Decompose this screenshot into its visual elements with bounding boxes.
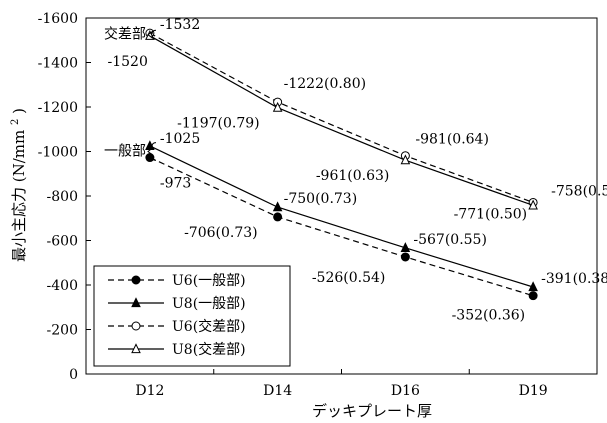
data-label: -973 xyxy=(160,176,191,192)
y-axis-title-close: ) xyxy=(10,108,28,114)
data-point xyxy=(272,201,283,212)
data-point xyxy=(400,252,410,262)
data-label: -750(0.73) xyxy=(284,191,358,207)
data-label: -981(0.64) xyxy=(415,132,489,148)
data-point xyxy=(272,101,283,112)
data-point xyxy=(528,291,538,301)
y-axis-title-main: 最小主応力 xyxy=(10,187,28,262)
data-point xyxy=(145,140,155,151)
legend-marker xyxy=(131,321,141,331)
x-axis-title: デッキプレート厚 xyxy=(312,402,432,420)
y-axis-title-unit: (N/mm xyxy=(10,130,28,182)
data-label: -1025 xyxy=(160,131,200,147)
x-tick-label: D19 xyxy=(519,383,548,399)
data-label: -758(0.50) xyxy=(551,183,607,199)
x-tick-label: D16 xyxy=(391,383,420,399)
series-line xyxy=(149,32,534,204)
y-axis-title-sup: 2 xyxy=(10,119,21,125)
y-tick-label: -200 xyxy=(47,323,78,339)
legend-label: U8(一般部) xyxy=(172,296,246,312)
data-label: -352(0.36) xyxy=(452,308,526,324)
series-1 xyxy=(145,153,538,301)
annotation-label: 交差部 xyxy=(104,26,146,43)
y-tick-label: -400 xyxy=(47,278,78,294)
y-tick-label: -600 xyxy=(47,234,78,250)
data-label: -1222(0.80) xyxy=(284,76,366,92)
y-axis-title: 最小主応力 (N/mm 2 ) xyxy=(4,108,28,262)
legend-marker xyxy=(131,275,141,285)
y-tick-label: -1200 xyxy=(38,100,78,116)
legend-marker xyxy=(131,343,141,354)
legend-item-2: U8(一般部) xyxy=(108,296,246,312)
legend-marker xyxy=(131,297,141,308)
data-label: -961(0.63) xyxy=(316,168,390,184)
series-line xyxy=(149,145,534,288)
annotation-bracket xyxy=(147,29,157,40)
series-line xyxy=(149,35,534,206)
data-label: -526(0.54) xyxy=(312,270,386,286)
legend-label: U6(一般部) xyxy=(172,273,246,289)
series-2 xyxy=(145,140,538,292)
data-point xyxy=(528,281,538,292)
data-point xyxy=(400,154,411,165)
data-label: -1197(0.79) xyxy=(177,116,259,132)
legend-item-1: U6(一般部) xyxy=(108,273,246,289)
y-tick-label: -800 xyxy=(47,189,78,205)
legend-label: U6(交差部) xyxy=(172,318,246,335)
y-tick-label: -1400 xyxy=(38,56,78,72)
data-point xyxy=(273,212,283,222)
data-point xyxy=(400,242,411,252)
x-tick-label: D14 xyxy=(263,383,292,399)
annotation-bracket xyxy=(147,142,157,161)
data-point xyxy=(528,199,538,210)
y-tick-label: 0 xyxy=(69,367,78,383)
data-label: -706(0.73) xyxy=(184,225,258,241)
legend: U6(一般部) U8(一般部) U6(交差部) U8(交差部) xyxy=(93,265,291,367)
data-label: -771(0.50) xyxy=(454,206,528,222)
data-labels: -973-706(0.73)-526(0.54)-352(0.36)-1025-… xyxy=(108,17,607,324)
legend-item-3: U6(交差部) xyxy=(108,318,246,335)
data-label: -391(0.38) xyxy=(541,271,607,287)
y-tick-label: -1600 xyxy=(38,11,78,27)
data-label: -1520 xyxy=(108,54,148,70)
y-tick-label: -1000 xyxy=(38,145,78,161)
legend-item-4: U8(交差部) xyxy=(108,341,246,358)
legend-label: U8(交差部) xyxy=(172,341,246,358)
x-tick-label: D12 xyxy=(135,383,164,399)
data-label: -567(0.55) xyxy=(413,232,487,248)
data-label: -1532 xyxy=(160,17,200,33)
data-point xyxy=(145,153,155,163)
series-line xyxy=(149,156,534,297)
axes: 0 -200 -400 -600 -800 -1000 -1200 -1400 -1600 D12… xyxy=(38,11,598,399)
annotation-label: 一般部 xyxy=(104,144,146,160)
series-layer xyxy=(145,28,538,301)
